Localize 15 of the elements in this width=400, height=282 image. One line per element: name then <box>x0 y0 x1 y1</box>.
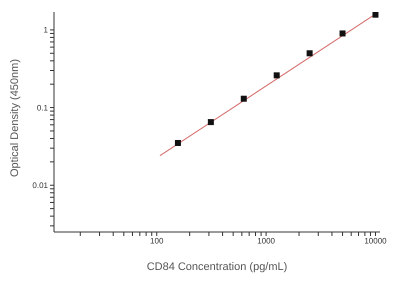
y-axis-title: Optical Density (450nm) <box>8 59 21 177</box>
point <box>240 96 247 102</box>
y-tick-label: 0.01 <box>32 181 49 190</box>
point <box>372 12 378 18</box>
point <box>274 72 280 78</box>
x-tick-label: 1000 <box>257 236 276 246</box>
y-tick-label: 0.1 <box>36 103 49 112</box>
y-tick-label: 1 <box>44 26 49 35</box>
point <box>306 50 313 56</box>
point <box>174 140 181 146</box>
x-tick-label: 10000 <box>364 236 388 246</box>
point <box>340 30 346 36</box>
x-tick-label: 100 <box>150 236 164 246</box>
point <box>208 119 214 126</box>
x-axis-title: CD84 Concentration (pg/mL) <box>146 261 288 273</box>
